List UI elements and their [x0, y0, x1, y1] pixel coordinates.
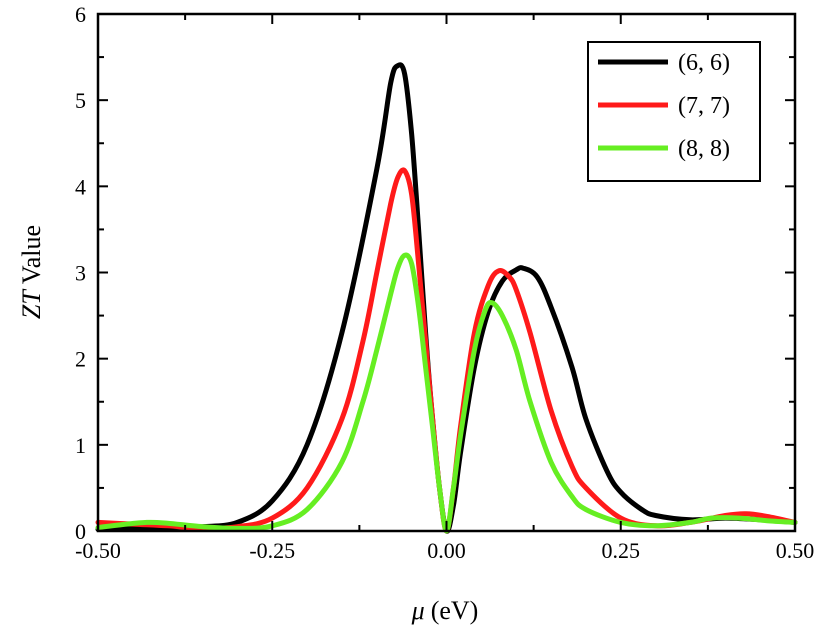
legend: (6, 6) (7, 7) (8, 8): [587, 41, 761, 182]
y-tick-label: 2: [75, 347, 86, 372]
y-tick-label: 1: [75, 433, 86, 458]
x-axis-label: μ (eV): [411, 596, 479, 625]
legend-label-1: (7, 7): [678, 93, 730, 119]
series-line-2: [95, 252, 798, 534]
x-axis-label-unit: (eV): [431, 596, 479, 625]
x-tick-label: 0.00: [427, 538, 466, 563]
y-tick-label: 6: [75, 2, 86, 27]
x-tick-label: 0.50: [776, 538, 815, 563]
y-axis-label-rest: Value: [17, 225, 46, 290]
x-tick-label: -0.50: [75, 538, 121, 563]
legend-label-2: (8, 8): [678, 136, 730, 162]
y-tick-label: 4: [75, 174, 86, 199]
y-axis-label: ZT Value: [17, 225, 46, 319]
labels-layer: μ (eV) ZT Value: [17, 225, 478, 625]
x-tick-label: 0.25: [602, 538, 641, 563]
legend-box: [587, 41, 761, 182]
y-axis-label-italic: ZT: [17, 289, 46, 319]
y-tick-label: 5: [75, 88, 86, 113]
y-tick-label: 0: [75, 519, 86, 544]
ticks-layer: -0.50 -0.25 0.00 0.25 0.50 0 1 2 3 4 5 6: [75, 2, 814, 563]
x-tick-label: -0.25: [249, 538, 295, 563]
y-tick-label: 3: [75, 261, 86, 286]
legend-label-0: (6, 6): [678, 50, 730, 76]
series-line-1: [95, 167, 798, 534]
x-axis-label-symbol: μ: [411, 596, 425, 625]
